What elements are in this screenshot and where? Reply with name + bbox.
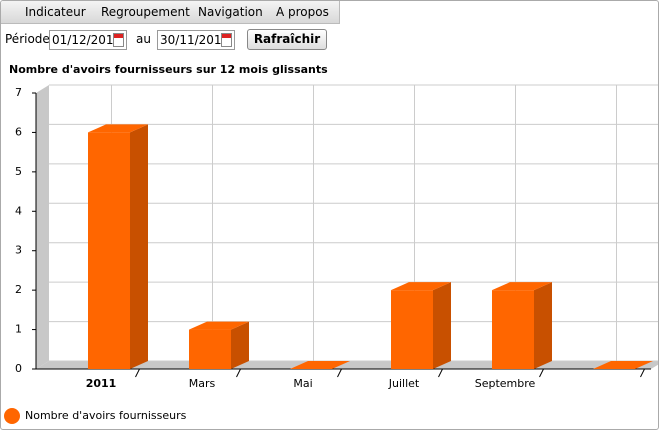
x-tick: [640, 368, 645, 378]
bar-top: [189, 321, 249, 330]
date-from[interactable]: 01/12/2010: [49, 30, 127, 50]
bar: [593, 361, 653, 369]
x-tick: [236, 368, 241, 378]
bar: [391, 282, 451, 369]
bar: [492, 282, 552, 369]
y-tick-label: 6: [15, 125, 22, 138]
to-label: au: [136, 32, 151, 46]
bar-top: [593, 361, 653, 369]
refresh-button[interactable]: Rafraîchir: [247, 29, 327, 50]
y-tick-label: 1: [15, 323, 22, 336]
y-tick-label: 7: [15, 86, 22, 99]
bar-side: [433, 282, 451, 369]
chart: Nombre d'avoirs fournisseurs sur 12 mois…: [4, 63, 658, 424]
legend-marker: [4, 408, 20, 424]
bar-top: [391, 282, 451, 291]
bar: [88, 124, 148, 369]
menu-item[interactable]: A propos: [276, 5, 329, 19]
bar-top: [492, 282, 552, 291]
bar: [189, 321, 249, 369]
bar-front: [189, 329, 231, 369]
bar-top: [290, 361, 350, 369]
x-tick-label: Mars: [189, 377, 216, 390]
chart-title: Nombre d'avoirs fournisseurs sur 12 mois…: [9, 63, 328, 76]
calendar-icon[interactable]: [221, 33, 232, 47]
y-tick-label: 0: [15, 362, 22, 375]
x-tick-label: Septembre: [475, 377, 536, 390]
bar-top: [88, 124, 148, 133]
x-tick: [438, 368, 443, 378]
date-text: 01/12/2010: [52, 33, 122, 47]
x-tick-label: 2011: [86, 377, 117, 390]
bar-side: [130, 124, 148, 369]
date-text: 30/11/2011: [160, 33, 230, 47]
bar-side: [231, 321, 249, 369]
y-tick-label: 2: [15, 283, 22, 296]
period-label: Période: [5, 32, 50, 46]
menu-bar: Indicateur Regroupement Navigation A pro…: [1, 1, 340, 24]
y-tick-label: 5: [15, 165, 22, 178]
bar-front: [492, 290, 534, 369]
bar-front: [391, 290, 433, 369]
y-tick-label: 3: [15, 244, 22, 257]
x-tick-label: Mai: [293, 377, 312, 390]
bar: [290, 361, 350, 369]
x-tick: [135, 368, 140, 378]
x-tick-label: Juillet: [388, 377, 420, 390]
x-tick: [337, 368, 342, 378]
bar-front: [88, 132, 130, 369]
date-to[interactable]: 30/11/2011: [157, 30, 235, 50]
menu-item[interactable]: Indicateur: [25, 5, 86, 19]
x-tick: [539, 368, 544, 378]
bar-side: [534, 282, 552, 369]
left-wall: [36, 85, 49, 369]
calendar-icon[interactable]: [113, 33, 124, 47]
menu-item[interactable]: Regroupement: [101, 5, 190, 19]
legend-label: Nombre d'avoirs fournisseurs: [25, 409, 187, 422]
y-tick-label: 4: [15, 204, 22, 217]
menu-item[interactable]: Navigation: [198, 5, 263, 19]
